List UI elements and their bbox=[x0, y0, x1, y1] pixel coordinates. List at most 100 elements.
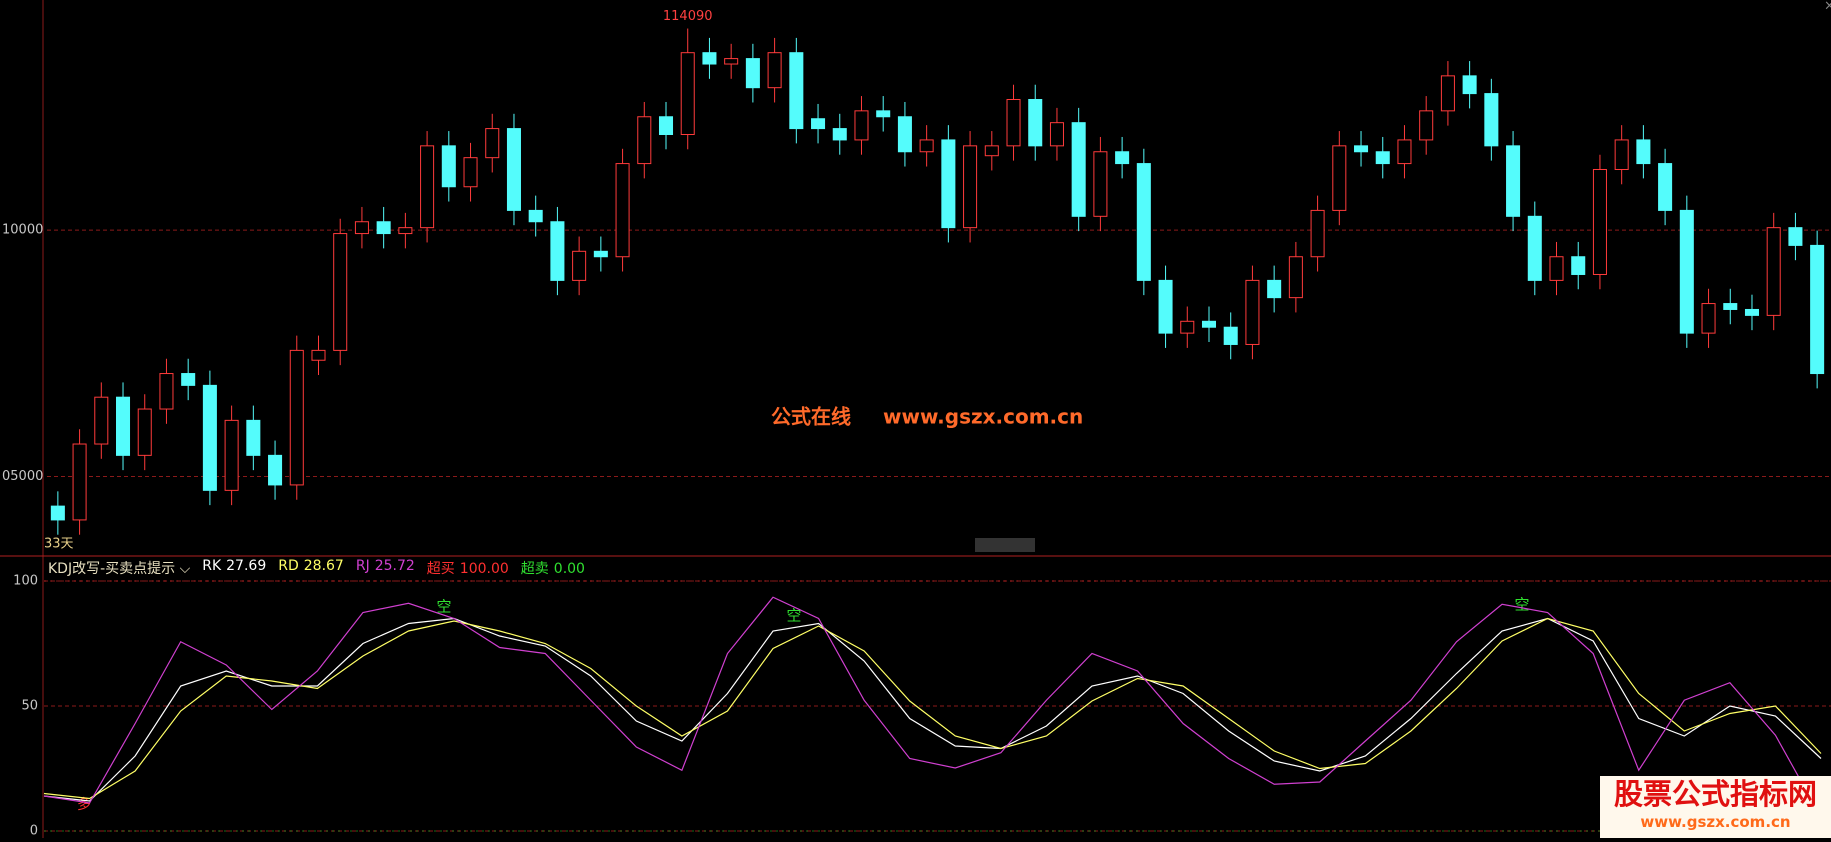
legend-value: 0.00 bbox=[553, 561, 585, 577]
candle-body bbox=[963, 145, 978, 229]
candle-body bbox=[984, 145, 999, 157]
candle-body bbox=[1201, 320, 1217, 328]
candle-body bbox=[311, 349, 326, 361]
candle-body bbox=[1810, 244, 1825, 375]
legend-item: 超卖 0.00 bbox=[521, 558, 585, 577]
candle-body bbox=[550, 221, 565, 281]
candle-body bbox=[572, 250, 587, 281]
indicator-name[interactable]: KDJ改写-买卖点提示 ⌵ bbox=[48, 561, 191, 577]
candle-body bbox=[1527, 215, 1542, 281]
candle-body bbox=[1158, 279, 1173, 334]
candle-body bbox=[289, 349, 304, 486]
y-tick-label: 0 bbox=[30, 824, 38, 839]
candle-body bbox=[1462, 75, 1477, 95]
logo: 股票公式指标网 www.gszx.com.cn bbox=[1600, 776, 1831, 838]
y-tick-label: 10000 bbox=[2, 223, 43, 238]
logo-title: 股票公式指标网 bbox=[1613, 777, 1817, 811]
candle-body bbox=[767, 52, 782, 89]
candle-body bbox=[1267, 279, 1282, 299]
candle-body bbox=[72, 443, 87, 521]
candle-body bbox=[94, 396, 109, 445]
candle-body bbox=[333, 233, 348, 351]
candle-body bbox=[1723, 303, 1738, 310]
legend-value: 100.00 bbox=[459, 561, 509, 577]
y-tick-label: 50 bbox=[21, 699, 38, 714]
candle-body bbox=[485, 128, 500, 159]
candle-body bbox=[637, 116, 652, 165]
max-label: 114090 bbox=[663, 9, 713, 24]
candle-body bbox=[268, 454, 283, 486]
candle-body bbox=[745, 58, 760, 89]
blur-box bbox=[975, 538, 1035, 552]
legend-value: 27.69 bbox=[226, 558, 267, 574]
legend-name: RK bbox=[202, 558, 222, 574]
candle-body bbox=[1592, 168, 1607, 275]
candle-body bbox=[116, 396, 131, 456]
candle-body bbox=[1245, 279, 1260, 345]
signal: 空 bbox=[436, 598, 451, 616]
candle-body bbox=[854, 110, 869, 141]
candle-body bbox=[1397, 139, 1412, 165]
y-tick-label: 05000 bbox=[2, 469, 43, 484]
logo-url: www.gszx.com.cn bbox=[1640, 813, 1791, 831]
signal: 空 bbox=[786, 607, 801, 625]
legend-item: 超买 100.00 bbox=[426, 558, 509, 577]
candle-body bbox=[463, 157, 478, 188]
candle-body bbox=[1614, 139, 1629, 170]
period-label: 33天 bbox=[44, 537, 74, 552]
candle-body bbox=[137, 408, 152, 456]
legend-item: RK 27.69 bbox=[202, 558, 266, 576]
candle-body bbox=[1071, 122, 1086, 217]
kdj-line bbox=[43, 596, 1822, 818]
candle-body bbox=[1679, 209, 1694, 334]
legend-value: 28.67 bbox=[303, 558, 344, 574]
candle-body bbox=[224, 419, 239, 491]
candle-body bbox=[441, 145, 456, 188]
candle-body bbox=[702, 52, 717, 65]
candle-body bbox=[658, 116, 674, 136]
candle-body bbox=[1375, 151, 1390, 165]
watermark-url: www.gszx.com.cn bbox=[883, 405, 1083, 429]
candle-body bbox=[506, 128, 521, 211]
candle-body bbox=[680, 52, 695, 136]
candle-body bbox=[246, 419, 261, 456]
candle-body bbox=[528, 209, 543, 223]
candle-body bbox=[1006, 99, 1021, 147]
watermark-name: 公式在线 bbox=[771, 405, 851, 429]
candle-body bbox=[1766, 227, 1781, 316]
candle-body bbox=[615, 163, 630, 258]
legend-value: 25.72 bbox=[374, 558, 415, 574]
candle-body bbox=[1332, 145, 1347, 211]
candle-body bbox=[1744, 308, 1759, 316]
candle-body bbox=[50, 505, 65, 521]
candle-body bbox=[1310, 209, 1325, 258]
y-tick-label: 100 bbox=[13, 574, 38, 589]
candle-body bbox=[1136, 163, 1151, 281]
candle-body bbox=[1093, 151, 1108, 217]
candle-body bbox=[1028, 99, 1043, 147]
candle-body bbox=[1549, 256, 1564, 281]
close-icon[interactable]: × bbox=[1824, 0, 1831, 14]
candle-body bbox=[1223, 326, 1238, 345]
candle-body bbox=[398, 227, 413, 235]
candle-body bbox=[159, 373, 174, 410]
candle-body bbox=[1636, 139, 1651, 165]
candle-body bbox=[376, 221, 391, 235]
candle-body bbox=[1788, 227, 1803, 246]
candle-body bbox=[876, 110, 891, 118]
candle-body bbox=[181, 373, 196, 386]
candle-body bbox=[724, 58, 739, 65]
candle-body bbox=[941, 139, 956, 229]
candle-body bbox=[1701, 303, 1716, 334]
candle-body bbox=[1049, 122, 1064, 147]
legend-name: 超买 bbox=[426, 561, 455, 577]
candle-body bbox=[1571, 256, 1586, 275]
candle-body bbox=[1484, 93, 1499, 147]
legend: KDJ改写-买卖点提示 ⌵ RK 27.69 RD 28.67 RJ 25.72 超买 100… bbox=[48, 558, 585, 577]
candle-body bbox=[420, 145, 435, 229]
signal: 空 bbox=[1514, 596, 1529, 614]
kdj-line bbox=[43, 617, 1822, 800]
candle-body bbox=[202, 384, 217, 491]
